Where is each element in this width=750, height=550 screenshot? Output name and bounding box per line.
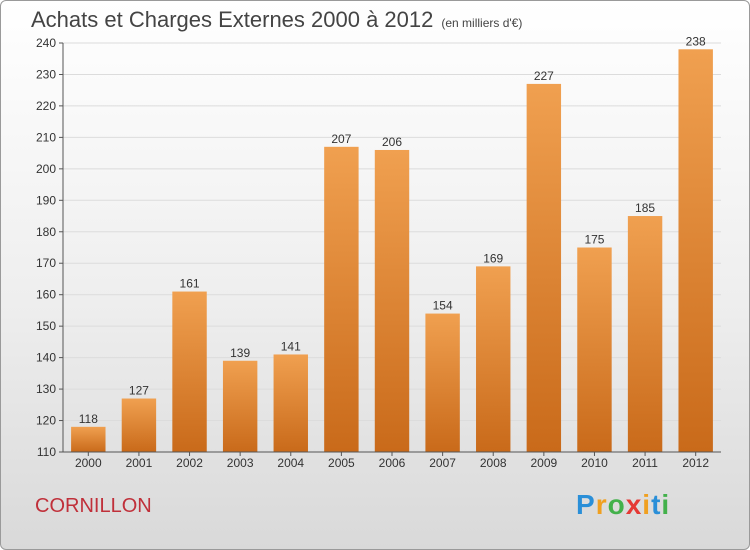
logo-letter: x (625, 489, 643, 520)
x-tick-label: 2004 (277, 456, 304, 470)
data-label: 207 (331, 132, 351, 146)
data-label: 161 (180, 277, 200, 291)
data-label: 238 (686, 34, 706, 48)
x-tick-label: 2005 (328, 456, 355, 470)
x-tick-label: 2009 (530, 456, 557, 470)
data-label: 141 (281, 339, 301, 353)
x-tick-label: 2003 (227, 456, 254, 470)
x-tick-label: 2012 (682, 456, 709, 470)
bars-group (71, 49, 713, 453)
data-label: 175 (584, 233, 604, 247)
bar (172, 291, 207, 452)
chart-subtitle: (en milliers d'€) (441, 16, 523, 30)
data-label: 139 (230, 346, 250, 360)
data-label: 227 (534, 69, 554, 83)
bar (374, 149, 410, 452)
logo-letter: i (661, 489, 671, 520)
commune-name: CORNILLON (35, 495, 152, 517)
x-tick-label: 2001 (126, 456, 153, 470)
data-label: 118 (79, 412, 98, 426)
data-label: 127 (129, 384, 149, 398)
y-tick-label: 240 (36, 36, 56, 50)
labels-group: 110 120 130 140 150 160 170 180 190 200 210 220 230 2… (36, 34, 709, 470)
logo-letter: P (576, 489, 596, 520)
x-tick-label: 2008 (480, 456, 507, 470)
x-tick-label: 2000 (75, 456, 102, 470)
y-tick-label: 210 (36, 130, 56, 144)
axes-group (59, 42, 721, 456)
y-tick-label: 170 (36, 256, 56, 270)
y-tick-label: 220 (36, 99, 56, 113)
chart-title-text: Achats et Charges Externes 2000 à 2012 (31, 7, 434, 32)
data-label: 154 (433, 299, 453, 313)
x-tick-label: 2011 (632, 456, 658, 470)
bar (627, 216, 663, 452)
y-tick-label: 150 (36, 319, 56, 333)
logo-letter: r (595, 489, 608, 520)
y-tick-label: 120 (36, 414, 56, 428)
y-tick-label: 110 (37, 445, 56, 459)
y-tick-label: 160 (36, 288, 56, 302)
bar (577, 247, 612, 452)
bar (476, 266, 511, 452)
bar (678, 49, 713, 453)
x-tick-label: 2002 (176, 456, 203, 470)
logo-letter: t (651, 489, 662, 520)
bar (273, 354, 308, 452)
y-tick-label: 190 (36, 193, 56, 207)
y-tick-label: 140 (36, 351, 56, 365)
y-tick-label: 200 (36, 162, 56, 176)
data-label: 169 (483, 251, 503, 265)
bar (121, 398, 157, 452)
bar (526, 83, 562, 453)
bar (324, 146, 359, 453)
proxiti-logo[interactable]: Proxiti (576, 489, 670, 521)
y-tick-label: 230 (36, 67, 56, 81)
x-tick-label: 2007 (429, 456, 456, 470)
data-label: 206 (382, 135, 402, 149)
bar (425, 313, 460, 452)
data-label: 185 (635, 201, 655, 215)
logo-letter: i (642, 489, 652, 520)
chart-title: Achats et Charges Externes 2000 à 2012 (e… (31, 7, 522, 33)
y-tick-label: 130 (36, 382, 56, 396)
bar (71, 426, 106, 452)
x-tick-label: 2010 (581, 456, 608, 470)
y-tick-label: 180 (36, 225, 56, 239)
logo-letter: o (607, 489, 626, 520)
x-tick-label: 2006 (379, 456, 406, 470)
bar (222, 360, 258, 452)
